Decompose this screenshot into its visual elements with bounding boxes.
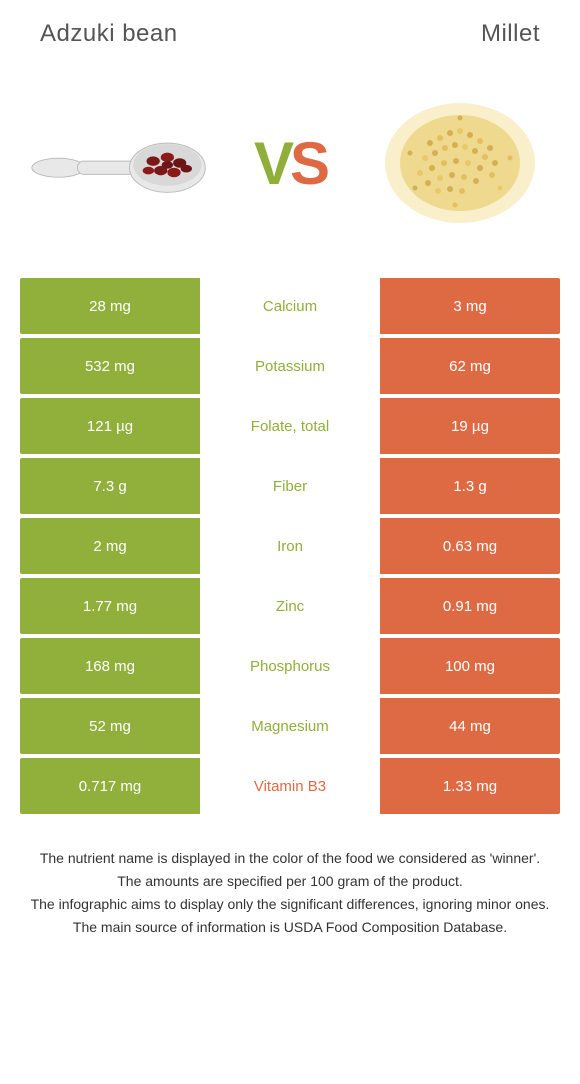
left-value: 532 mg: [20, 338, 200, 394]
left-value: 121 µg: [20, 398, 200, 454]
left-value: 168 mg: [20, 638, 200, 694]
left-value: 7.3 g: [20, 458, 200, 514]
nutrient-label: Iron: [200, 518, 380, 574]
table-row: 121 µgFolate, total19 µg: [20, 398, 560, 454]
table-row: 2 mgIron0.63 mg: [20, 518, 560, 574]
table-row: 52 mgMagnesium44 mg: [20, 698, 560, 754]
vs-section: VS: [0, 58, 580, 278]
nutrient-label: Zinc: [200, 578, 380, 634]
left-food-title: Adzuki bean: [40, 20, 178, 48]
header: Adzuki bean Millet: [0, 0, 580, 58]
table-row: 532 mgPotassium62 mg: [20, 338, 560, 394]
table-row: 28 mgCalcium3 mg: [20, 278, 560, 334]
left-value: 0.717 mg: [20, 758, 200, 814]
right-food-image: [370, 93, 550, 233]
footer-line-4: The main source of information is USDA F…: [20, 917, 560, 938]
table-row: 168 mgPhosphorus100 mg: [20, 638, 560, 694]
right-value: 62 mg: [380, 338, 560, 394]
nutrient-label: Phosphorus: [200, 638, 380, 694]
adzuki-bean-icon: [30, 113, 210, 213]
footer-line-1: The nutrient name is displayed in the co…: [20, 848, 560, 869]
table-row: 7.3 gFiber1.3 g: [20, 458, 560, 514]
left-value: 28 mg: [20, 278, 200, 334]
table-row: 0.717 mgVitamin B31.33 mg: [20, 758, 560, 814]
left-value: 52 mg: [20, 698, 200, 754]
comparison-table: 28 mgCalcium3 mg532 mgPotassium62 mg121 …: [0, 278, 580, 814]
vs-label: VS: [254, 129, 326, 198]
left-value: 1.77 mg: [20, 578, 200, 634]
nutrient-label: Calcium: [200, 278, 380, 334]
right-value: 1.3 g: [380, 458, 560, 514]
footer-line-3: The infographic aims to display only the…: [20, 894, 560, 915]
left-food-image: [30, 93, 210, 233]
right-value: 0.91 mg: [380, 578, 560, 634]
nutrient-label: Folate, total: [200, 398, 380, 454]
footer-line-2: The amounts are specified per 100 gram o…: [20, 871, 560, 892]
right-value: 1.33 mg: [380, 758, 560, 814]
nutrient-label: Vitamin B3: [200, 758, 380, 814]
nutrient-label: Potassium: [200, 338, 380, 394]
nutrient-label: Fiber: [200, 458, 380, 514]
right-value: 3 mg: [380, 278, 560, 334]
left-value: 2 mg: [20, 518, 200, 574]
vs-v-letter: V: [254, 130, 290, 197]
right-value: 19 µg: [380, 398, 560, 454]
millet-icon: [370, 83, 550, 243]
right-food-title: Millet: [481, 20, 540, 48]
right-value: 100 mg: [380, 638, 560, 694]
nutrient-label: Magnesium: [200, 698, 380, 754]
right-value: 44 mg: [380, 698, 560, 754]
footer-notes: The nutrient name is displayed in the co…: [0, 818, 580, 938]
right-value: 0.63 mg: [380, 518, 560, 574]
table-row: 1.77 mgZinc0.91 mg: [20, 578, 560, 634]
vs-s-letter: S: [290, 130, 326, 197]
